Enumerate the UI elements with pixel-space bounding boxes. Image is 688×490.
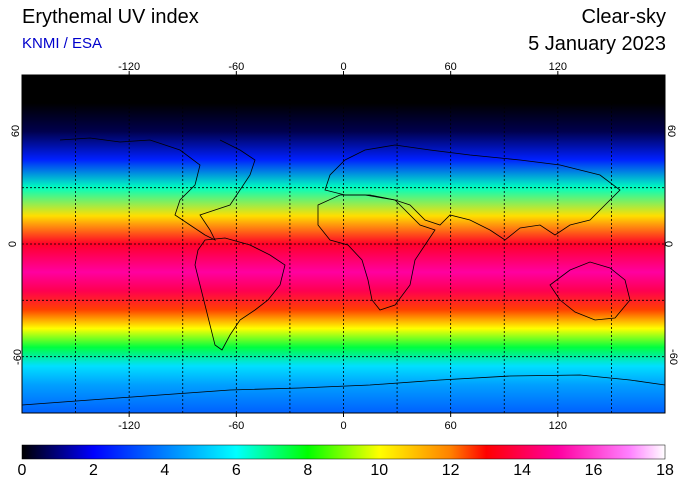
colorbar-tick-label: 16: [584, 462, 603, 479]
coast-south-america: [194, 237, 286, 351]
latitude-tick-label-left: 0: [7, 240, 20, 248]
coast-north-america: [59, 137, 256, 241]
graticule: [22, 75, 665, 413]
colorbar-tick-label: 12: [441, 462, 460, 479]
colorbar-tick-label: 14: [513, 462, 532, 479]
longitude-tick-label-top: -60: [228, 61, 245, 73]
longitude-tick-label-bottom: 120: [548, 420, 568, 432]
source-label: KNMI / ESA: [22, 35, 103, 52]
colorbar-tick-label: 4: [160, 462, 170, 479]
colorbar-tick-label: 8: [303, 462, 313, 479]
longitude-tick-label-top: -120: [118, 61, 141, 73]
colorbar: [22, 445, 665, 459]
longitude-tick-label-bottom: -120: [118, 420, 141, 432]
latitude-tick-label-right: 0: [662, 240, 675, 248]
longitude-tick-label-bottom: 60: [444, 420, 457, 432]
longitude-tick-label-bottom: 0: [340, 420, 347, 432]
latitude-tick-label-right: 60: [665, 125, 678, 138]
colorbar-tick-label: 18: [656, 462, 674, 479]
coast-antarctica: [22, 374, 665, 406]
colorbar-tick-label: 0: [17, 462, 27, 479]
colorbar-frame: [21, 444, 666, 460]
sky-mode-label: Clear-sky: [581, 6, 666, 28]
latitude-tick-label-left: 60: [10, 125, 23, 138]
colorbar-tick-label: 6: [231, 462, 241, 479]
colorbar-tick-label: 2: [88, 462, 98, 479]
latitude-tick-label-right: -60: [666, 348, 679, 365]
colorbar-tick-label: 10: [370, 462, 389, 479]
axis-ticks: [128, 71, 559, 417]
latitude-tick-label-left: -60: [11, 348, 24, 365]
longitude-tick-label-top: 0: [340, 61, 347, 73]
coastlines: [22, 137, 665, 406]
map-title: Erythemal UV index: [22, 6, 199, 28]
date-label: 5 January 2023: [528, 33, 666, 55]
longitude-tick-label-top: 60: [444, 61, 457, 73]
coast-eurasia: [324, 144, 621, 241]
longitude-tick-label-top: 120: [548, 61, 568, 73]
longitude-tick-label-bottom: -60: [228, 420, 245, 432]
